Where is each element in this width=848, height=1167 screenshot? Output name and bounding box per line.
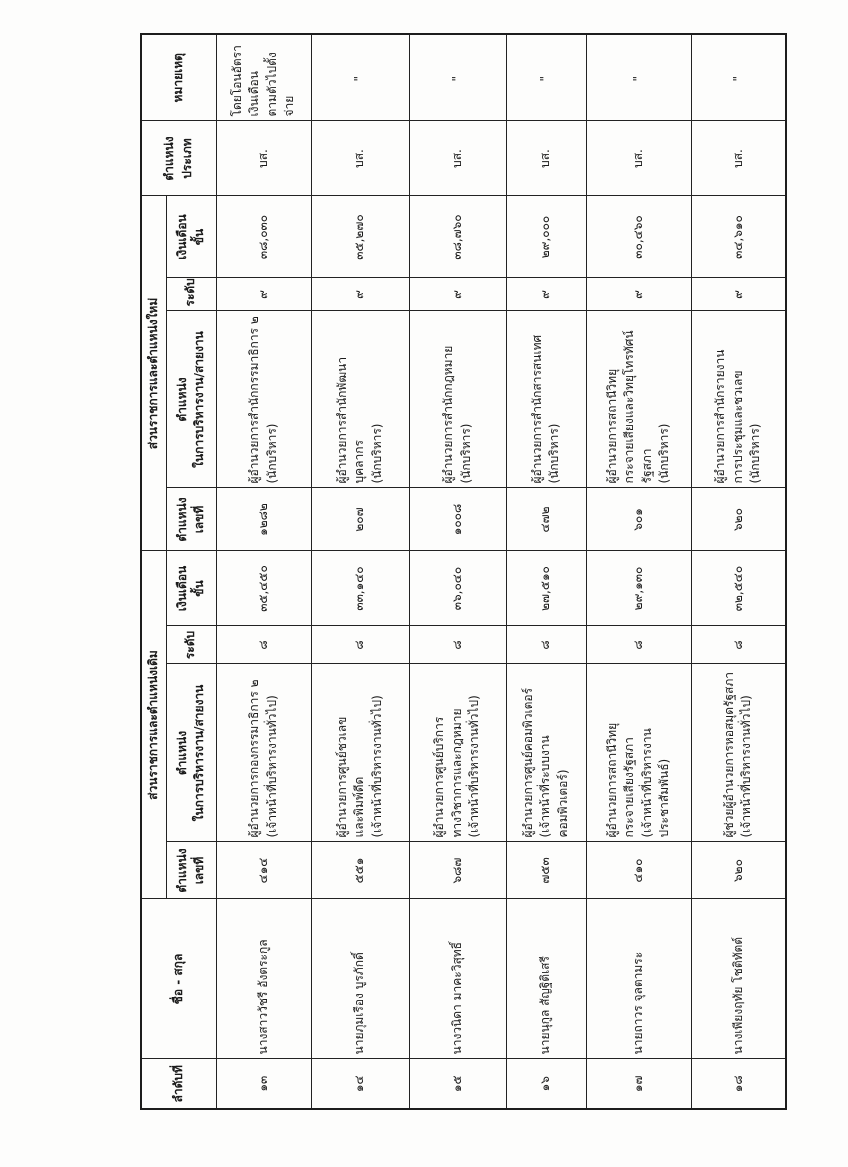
cell-row-number: ๑๘ <box>691 1059 786 1109</box>
col-header-remark: หมายเหตุ <box>141 34 216 121</box>
cell-remark: " <box>311 34 409 121</box>
col-header-old-position-title: ตำแหน่ง ในการบริหารงาน/สายงาน <box>166 664 216 842</box>
cell-name: นายภุมเรือง บูรภักดิ์ <box>311 899 409 1059</box>
cell-remark: โดยโอนอัตรา เงินเดือน ตามตัวไปตั้งจ่าย <box>216 34 311 121</box>
col-header-old-level: ระดับ <box>166 626 216 664</box>
cell-position-type: บส. <box>216 121 311 196</box>
cell-remark: " <box>586 34 691 121</box>
cell-name: นางสาววัชรี อังตระกูล <box>216 899 311 1059</box>
cell-old-level: ๘ <box>691 626 786 664</box>
col-header-old-position-number: ตำแหน่ง เลขที่ <box>166 842 216 899</box>
table-row: ๑๖ นายนุกูล สัญฐิติเสรี ๗๕๓ ผู้อำนวยการศ… <box>506 34 586 1109</box>
cell-old-level: ๘ <box>311 626 409 664</box>
cell-name: นายถาวร จุลตามระ <box>586 899 691 1059</box>
col-header-old-salary: เงินเดือน ขั้น <box>166 551 216 626</box>
cell-name: นางวนิดา มาคะวิสุทธิ์ <box>409 899 506 1059</box>
cell-old-salary: ๓๓,๑๔๐ <box>311 551 409 626</box>
cell-row-number: ๑๗ <box>586 1059 691 1109</box>
cell-old-position-number: ๔๑๔ <box>216 842 311 899</box>
cell-new-level: ๙ <box>409 278 506 311</box>
cell-new-salary: ๓๘,๗๖๐ <box>409 196 506 278</box>
cell-name: นายนุกูล สัญฐิติเสรี <box>506 899 586 1059</box>
cell-old-position-number: ๔๑๐ <box>586 842 691 899</box>
cell-old-level: ๘ <box>586 626 691 664</box>
col-header-new-level: ระดับ <box>166 278 216 311</box>
cell-old-level: ๘ <box>409 626 506 664</box>
cell-old-salary: ๒๙,๑๓๐ <box>586 551 691 626</box>
cell-old-position: ผู้อำนวยการศูนย์คอมพิวเตอร์ (เจ้าหน้าที่… <box>506 664 586 842</box>
cell-new-position-number: ๖๐๑ <box>586 488 691 551</box>
col-header-new-position-title: ตำแหน่ง ในการบริหารงาน/สายงาน <box>166 311 216 488</box>
col-group-new-position: ส่วนราชการและตำแหน่งใหม่ <box>141 196 166 551</box>
cell-old-position: ผู้อำนวยการสถานีวิทยุ กระจายเสียงรัฐสภา … <box>586 664 691 842</box>
cell-old-salary: ๓๒,๕๔๐ <box>691 551 786 626</box>
cell-new-position: ผู้อำนวยการสำนักกฎหมาย (นักบริหาร) <box>409 311 506 488</box>
col-header-position-type: ตำแหน่ง ประเภท <box>141 121 216 196</box>
cell-old-level: ๘ <box>216 626 311 664</box>
cell-row-number: ๑๕ <box>409 1059 506 1109</box>
cell-old-position: ผู้อำนวยการศูนย์ชวเลข และพิมพ์ดีด (เจ้าห… <box>311 664 409 842</box>
cell-remark: " <box>691 34 786 121</box>
cell-new-position-number: ๖๒๐ <box>691 488 786 551</box>
cell-old-position: ผู้อำนวยการกองกรรมาธิการ ๒ (เจ้าหน้าที่บ… <box>216 664 311 842</box>
table-row: ๑๕ นางวนิดา มาคะวิสุทธิ์ ๖๘๗ ผู้อำนวยการ… <box>409 34 506 1109</box>
cell-row-number: ๑๓ <box>216 1059 311 1109</box>
table-row: ๑๘ นางเพียงฤทัย โชติทัตต์ ๖๒๐ ผู้ช่วยผู้… <box>691 34 786 1109</box>
cell-new-salary: ๓๕,๒๗๐ <box>311 196 409 278</box>
cell-new-level: ๙ <box>216 278 311 311</box>
col-group-old-position: ส่วนราชการและตำแหน่งเดิม <box>141 551 166 899</box>
col-header-row-number: ลำดับที่ <box>141 1059 216 1109</box>
cell-old-position-number: ๗๕๓ <box>506 842 586 899</box>
cell-old-salary: ๓๕,๔๕๐ <box>216 551 311 626</box>
cell-old-position-number: ๕๕๑ <box>311 842 409 899</box>
rotated-table-container: ลำดับที่ ชื่อ - สกุล ส่วนราชการและตำแหน่… <box>140 33 787 1110</box>
cell-new-salary: ๓๘,๐๓๐ <box>216 196 311 278</box>
cell-new-position: ผู้อำนวยการสำนักพัฒนาบุคลากร (นักบริหาร) <box>311 311 409 488</box>
cell-old-salary: ๒๗,๕๑๐ <box>506 551 586 626</box>
cell-new-position-number: ๑๒๘๒ <box>216 488 311 551</box>
cell-name: นางเพียงฤทัย โชติทัตต์ <box>691 899 786 1059</box>
cell-new-position-number: ๑๐๐๘ <box>409 488 506 551</box>
cell-new-position: ผู้อำนวยการสำนักสารสนเทศ (นักบริหาร) <box>506 311 586 488</box>
cell-new-level: ๙ <box>311 278 409 311</box>
cell-old-position-number: ๖๒๐ <box>691 842 786 899</box>
cell-old-position: ผู้อำนวยการศูนย์บริการ ทางวิชาการและกฎหม… <box>409 664 506 842</box>
cell-position-type: บส. <box>691 121 786 196</box>
cell-new-position-number: ๔๗๒ <box>506 488 586 551</box>
cell-new-position-number: ๒๐๗ <box>311 488 409 551</box>
personnel-table: ลำดับที่ ชื่อ - สกุล ส่วนราชการและตำแหน่… <box>140 33 787 1110</box>
cell-new-salary: ๓๔,๖๑๐ <box>691 196 786 278</box>
table-row: ๑๗ นายถาวร จุลตามระ ๔๑๐ ผู้อำนวยการสถานี… <box>586 34 691 1109</box>
col-header-name: ชื่อ - สกุล <box>141 899 216 1059</box>
col-header-new-position-number: ตำแหน่ง เลขที่ <box>166 488 216 551</box>
cell-old-position-number: ๖๘๗ <box>409 842 506 899</box>
cell-new-position: ผู้อำนวยการสถานีวิทยุ กระจายเสียงและวิทย… <box>586 311 691 488</box>
table-row: ๑๔ นายภุมเรือง บูรภักดิ์ ๕๕๑ ผู้อำนวยการ… <box>311 34 409 1109</box>
cell-position-type: บส. <box>409 121 506 196</box>
cell-new-position: ผู้อำนวยการสำนักกรรมาธิการ ๒ (นักบริหาร) <box>216 311 311 488</box>
cell-position-type: บส. <box>586 121 691 196</box>
cell-old-position: ผู้ช่วยผู้อำนวยการหอสมุดรัฐสภา (เจ้าหน้า… <box>691 664 786 842</box>
cell-new-salary: ๓๐,๔๖๐ <box>586 196 691 278</box>
cell-row-number: ๑๖ <box>506 1059 586 1109</box>
cell-remark: " <box>506 34 586 121</box>
cell-new-salary: ๒๙,๐๐๐ <box>506 196 586 278</box>
cell-remark: " <box>409 34 506 121</box>
cell-row-number: ๑๔ <box>311 1059 409 1109</box>
table-row: ๑๓ นางสาววัชรี อังตระกูล ๔๑๔ ผู้อำนวยการ… <box>216 34 311 1109</box>
col-header-new-salary: เงินเดือน ขั้น <box>166 196 216 278</box>
cell-position-type: บส. <box>311 121 409 196</box>
cell-old-salary: ๓๖,๐๔๐ <box>409 551 506 626</box>
cell-new-level: ๙ <box>691 278 786 311</box>
cell-new-position: ผู้อำนวยการสำนักรายงาน การประชุมและชวเลข… <box>691 311 786 488</box>
header-row-groups: ลำดับที่ ชื่อ - สกุล ส่วนราชการและตำแหน่… <box>141 34 216 1109</box>
cell-new-level: ๙ <box>586 278 691 311</box>
cell-new-level: ๙ <box>506 278 586 311</box>
cell-old-level: ๘ <box>506 626 586 664</box>
cell-position-type: บส. <box>506 121 586 196</box>
